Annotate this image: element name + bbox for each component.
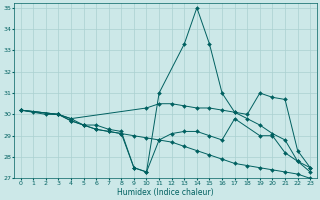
X-axis label: Humidex (Indice chaleur): Humidex (Indice chaleur) <box>117 188 214 197</box>
